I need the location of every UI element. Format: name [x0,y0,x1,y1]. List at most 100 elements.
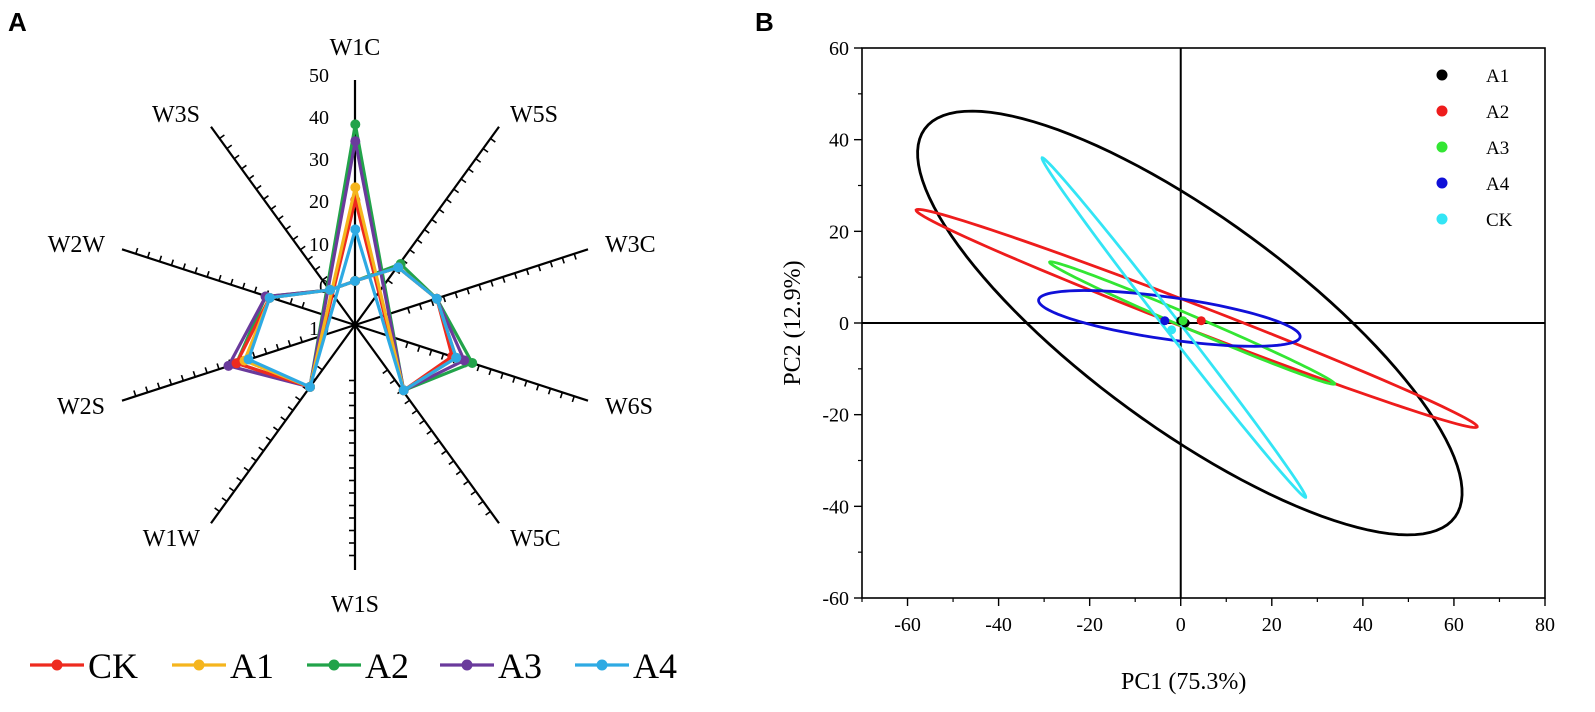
radar-tick [389,379,396,385]
radar-tick [431,218,438,224]
radar-tick [442,296,447,303]
radar-tick [514,272,518,280]
pca-legend-marker-a2 [1436,105,1448,117]
radar-tick [502,276,506,283]
radar-tick [477,500,484,506]
radar-tick [287,340,292,347]
y-tick-label: -40 [822,496,849,518]
radar-point-a3-w1s [350,136,361,147]
radar-tick [382,369,389,375]
radar-tick [218,274,222,282]
x-axis-title: PC1 (75.3%) [1121,669,1246,695]
radar-tick [321,275,328,281]
radar-tick [387,279,393,285]
pca-point-ck [1167,325,1177,335]
radar-tick [537,265,542,272]
pca-legend-marker-a1 [1436,69,1448,81]
radar-point-a4-w2s [243,354,254,365]
legend-label-ck: CK [88,646,138,686]
pca-scatter-chart: -60 -40 -20 0 20 40 60 80 60 40 20 0 -20 -40 -60 PC1 (7… [780,38,1555,695]
radar-point-ck-w2s [231,358,242,369]
x-tick-label: 80 [1535,614,1555,636]
y-tick-label: 0 [839,313,849,335]
radar-tick [549,261,554,268]
radar-tick [524,380,528,387]
radar-tick [419,419,425,425]
radar-tick [416,239,423,244]
radar-label-w1s: W1S [331,592,379,618]
radar-label-w2s: W2S [57,394,105,420]
radar-tick [182,263,186,270]
radar-tick [214,507,220,513]
radar-point-a4-w3s [325,284,336,295]
radar-point-a4-w6s [451,352,462,363]
radar-label-w5s: W5S [510,102,558,128]
radar-tick [561,257,565,264]
radar-tick [250,456,257,462]
radar-tick [445,198,452,204]
radar-tick [455,470,462,476]
legend-label-a2: A2 [365,646,409,686]
radar-tick [255,184,262,190]
radar-label-w6s: W6S [605,394,653,420]
radar-tick [490,137,496,143]
pca-point-a2 [1196,316,1206,326]
radar-label-w5c: W5C [510,526,561,552]
radar-tick [252,351,256,358]
radar-axis-w3c [354,248,589,327]
radar-tick [404,399,411,405]
radar-tick [289,298,293,305]
confidence-ellipse-a4 [1037,289,1302,348]
radar-axis-w1w [210,324,356,524]
radar-legend: CK A1 A2 A3 A4 [30,646,677,686]
pca-legend-marker-ck [1436,213,1448,225]
radar-label-w1w: W1W [143,526,201,552]
radar-tick [158,255,163,262]
radar-label-w2w: W2W [48,232,106,258]
radar-tick [241,164,247,170]
radar-tick [280,416,287,422]
radar-tick [409,249,415,254]
radar-tick [423,228,430,234]
radar-tick [453,188,460,194]
radar-tick [490,280,494,287]
radar-tick [559,392,564,399]
pca-legend-label-a4: A4 [1486,174,1510,195]
y-axis-title: PC2 (12.9%) [780,260,806,385]
radar-point-a4-w1c [350,276,360,286]
radar-tick [482,147,489,153]
confidence-ellipse-a3 [1048,260,1337,386]
radar-axis-w2w [121,248,356,327]
x-tick-label: 40 [1353,614,1373,636]
radar-tick [263,347,268,354]
radar-tick [242,282,246,289]
x-tick-label: -40 [985,614,1012,636]
radar-tick [430,299,435,307]
radar-tick [307,255,314,261]
radar-tick [317,365,323,371]
legend-marker-ck [51,659,63,671]
pca-point-a4 [1160,316,1170,326]
radar-tick [206,270,210,278]
radar-point-a3-w2s [223,360,234,371]
radar-tick [463,480,469,486]
radar-tick [170,259,175,266]
radar-tick [460,178,467,184]
radar-tick [438,208,445,214]
radar-radial-tick: 0 [319,276,329,298]
radar-tick [525,268,530,276]
legend-marker-a2 [328,659,340,671]
x-tick-label: 20 [1262,614,1282,636]
confidence-ellipse-a1 [916,109,1464,537]
radar-point-a4-w5c [398,385,409,396]
radar-tick [180,374,185,382]
radar-radial-tick: 10 [309,234,329,256]
pca-point-a3 [1178,316,1188,326]
radar-tick [299,336,303,343]
pca-legend-marker-a3 [1436,141,1448,153]
radar-tick [146,251,151,258]
radar-tick [145,386,149,393]
radar-radial-tick: 30 [309,149,329,171]
radar-tick [233,154,240,160]
legend-label-a3: A3 [498,646,542,686]
